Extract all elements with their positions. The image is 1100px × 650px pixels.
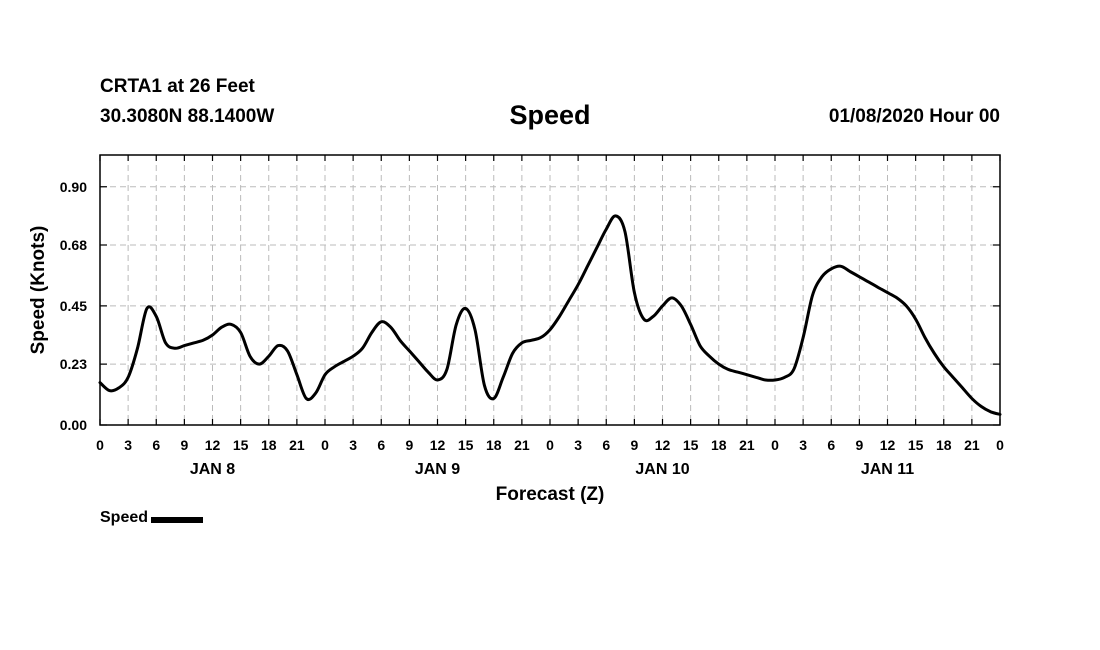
- x-tick-label: 18: [936, 437, 952, 453]
- day-label: JAN 10: [635, 461, 689, 478]
- coordinates-label: 30.3080N 88.1400W: [100, 106, 275, 127]
- day-label: JAN 8: [190, 461, 235, 478]
- y-axis-title: Speed (Knots): [28, 226, 49, 355]
- x-tick-label: 21: [289, 437, 305, 453]
- x-tick-label: 6: [827, 437, 835, 453]
- x-tick-label: 12: [205, 437, 221, 453]
- x-tick-label: 12: [655, 437, 671, 453]
- forecast-date-label: 01/08/2020 Hour 00: [828, 106, 1000, 127]
- x-tick-label: 15: [233, 437, 249, 453]
- legend-label: Speed: [100, 509, 149, 526]
- x-tick-label: 0: [546, 437, 554, 453]
- x-tick-label: 0: [321, 437, 329, 453]
- x-tick-label: 3: [349, 437, 357, 453]
- station-label: CRTA1 at 26 Feet: [100, 76, 255, 97]
- x-tick-label: 15: [458, 437, 474, 453]
- x-tick-label: 9: [630, 437, 638, 453]
- y-tick-label: 0.00: [60, 417, 87, 433]
- x-tick-label: 6: [377, 437, 385, 453]
- x-tick-label: 9: [180, 437, 188, 453]
- x-tick-label: 0: [996, 437, 1004, 453]
- x-tick-label: 3: [799, 437, 807, 453]
- legend: Speed: [100, 509, 204, 527]
- x-tick-label: 12: [430, 437, 446, 453]
- y-tick-label: 0.23: [60, 356, 87, 372]
- x-tick-label: 15: [908, 437, 924, 453]
- x-tick-label: 3: [124, 437, 132, 453]
- x-tick-label: 21: [964, 437, 980, 453]
- x-tick-label: 9: [855, 437, 863, 453]
- x-tick-label: 0: [96, 437, 104, 453]
- x-tick-label: 12: [880, 437, 896, 453]
- x-tick-label: 0: [771, 437, 779, 453]
- chart-title: Speed: [509, 100, 591, 130]
- x-tick-label: 6: [602, 437, 610, 453]
- x-tick-label: 9: [405, 437, 413, 453]
- label-layer: 0 3 6 9 12 15 18 21 0 3 6 9 12 15 18 21 0 3 6 9 12 15 18 21 0 3 6 9…: [60, 179, 1004, 478]
- x-tick-label: 18: [486, 437, 502, 453]
- x-tick-label: 18: [261, 437, 277, 453]
- x-tick-label: 21: [739, 437, 755, 453]
- series-line-speed: [98, 214, 1002, 416]
- legend-swatch: [151, 516, 204, 523]
- y-tick-label: 0.90: [60, 179, 87, 195]
- y-tick-label: 0.45: [60, 298, 87, 314]
- x-tick-label: 18: [711, 437, 727, 453]
- x-tick-label: 3: [574, 437, 582, 453]
- y-tick-label: 0.68: [60, 237, 87, 253]
- x-tick-label: 21: [514, 437, 530, 453]
- x-tick-label: 15: [683, 437, 699, 453]
- grid-layer: [100, 155, 1000, 425]
- day-label: JAN 9: [415, 461, 460, 478]
- day-label: JAN 11: [861, 461, 914, 478]
- plot-frame: [99, 154, 1001, 426]
- x-axis-title: Forecast (Z): [496, 484, 605, 505]
- x-tick-label: 6: [152, 437, 160, 453]
